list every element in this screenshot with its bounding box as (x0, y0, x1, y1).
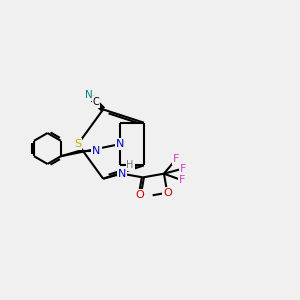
Text: O: O (135, 190, 144, 200)
Text: H: H (126, 160, 134, 170)
Text: F: F (179, 175, 185, 185)
Text: N: N (116, 139, 124, 149)
Text: S: S (74, 139, 82, 149)
Text: F: F (179, 164, 186, 174)
Text: F: F (173, 154, 179, 164)
Text: C: C (92, 97, 99, 107)
Text: N: N (92, 146, 101, 156)
Text: N: N (85, 90, 92, 100)
Text: N: N (118, 169, 126, 179)
Text: O: O (163, 188, 172, 198)
